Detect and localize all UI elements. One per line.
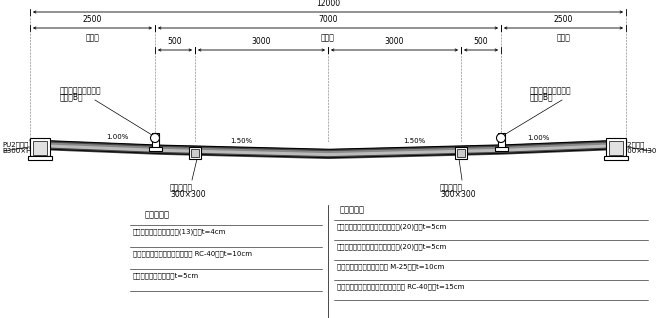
Text: 基　層　工（再生粗粒度アスコン(20)），t=5cm: 基 層 工（再生粗粒度アスコン(20)），t=5cm — [337, 243, 447, 250]
Text: 両面，B種: 両面，B種 — [60, 92, 83, 101]
Bar — [152, 133, 159, 148]
Text: 上層路盤工（粒度調整砕石 M-25），t=10cm: 上層路盤工（粒度調整砕石 M-25），t=10cm — [337, 263, 444, 270]
Text: 歩車道境界ブロック: 歩車道境界ブロック — [530, 86, 571, 95]
Text: 表層工（透水性アスコン(13)），t=4cm: 表層工（透水性アスコン(13)），t=4cm — [133, 228, 226, 235]
Bar — [495, 147, 508, 151]
Text: 車道舗装工: 車道舗装工 — [340, 205, 365, 214]
Bar — [148, 147, 161, 151]
Text: 歩道舗装工: 歩道舗装工 — [145, 210, 170, 219]
Bar — [191, 149, 199, 156]
Bar — [30, 138, 50, 156]
Text: 2500: 2500 — [83, 15, 102, 24]
Text: 12000: 12000 — [316, 0, 340, 8]
Text: 歩道部: 歩道部 — [556, 33, 571, 43]
Text: PU2型側溝: PU2型側溝 — [2, 142, 28, 148]
Text: フィルター層（砂），t=5cm: フィルター層（砂），t=5cm — [133, 272, 199, 279]
Text: 1.00%: 1.00% — [527, 135, 549, 141]
Text: 500: 500 — [168, 37, 182, 46]
Text: 下層路盤工（再生クラッシャーラン RC-40），t=15cm: 下層路盤工（再生クラッシャーラン RC-40），t=15cm — [337, 283, 464, 290]
Bar — [28, 156, 52, 160]
Text: PU2型側溝: PU2型側溝 — [618, 142, 644, 148]
Bar — [33, 141, 47, 155]
Text: 1.50%: 1.50% — [403, 138, 425, 144]
Text: 300×300: 300×300 — [440, 190, 476, 199]
Text: 歩車道境界ブロック: 歩車道境界ブロック — [60, 86, 102, 95]
Bar — [609, 141, 623, 155]
Text: 都市型側溝: 都市型側溝 — [440, 183, 463, 192]
Bar — [455, 147, 467, 158]
Text: 3000: 3000 — [252, 37, 271, 46]
Circle shape — [150, 134, 159, 142]
Text: 7000: 7000 — [318, 15, 338, 24]
Text: 2500: 2500 — [554, 15, 573, 24]
Text: 車道部: 車道部 — [321, 33, 335, 43]
Bar — [604, 156, 628, 160]
Bar — [457, 149, 465, 156]
Text: 3000: 3000 — [385, 37, 404, 46]
Text: 表　層　工（再生密粒度アスコン(20)），t=5cm: 表 層 工（再生密粒度アスコン(20)），t=5cm — [337, 223, 447, 230]
Text: B300×H300: B300×H300 — [2, 148, 45, 154]
Text: 1.50%: 1.50% — [230, 138, 252, 144]
Text: 500: 500 — [474, 37, 488, 46]
Text: 両面，B種: 両面，B種 — [530, 92, 554, 101]
Text: 1.00%: 1.00% — [106, 135, 128, 141]
Bar — [606, 138, 626, 156]
Text: 都市型側溝: 都市型側溝 — [170, 183, 193, 192]
Bar — [189, 147, 201, 158]
Text: B300×H300: B300×H300 — [618, 148, 656, 154]
Bar — [497, 133, 504, 148]
Text: 歩道部: 歩道部 — [85, 33, 100, 43]
Text: 300×300: 300×300 — [170, 190, 205, 199]
Circle shape — [497, 134, 506, 142]
Text: 路盤工（再生クラッシャーラン RC-40），t=10cm: 路盤工（再生クラッシャーラン RC-40），t=10cm — [133, 250, 252, 257]
